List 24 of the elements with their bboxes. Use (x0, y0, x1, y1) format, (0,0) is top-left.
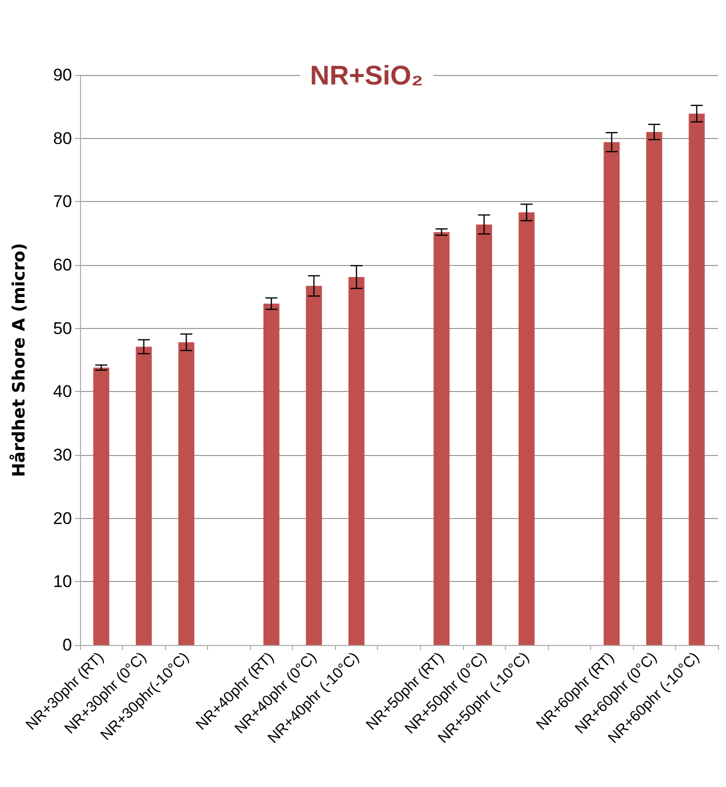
y-tick-label: 80 (53, 128, 72, 148)
bar (688, 114, 705, 645)
bar (263, 304, 280, 645)
y-tick-label: 30 (53, 446, 72, 464)
bar (604, 142, 620, 645)
y-axis-title: Hårdhet Shore A (micro) (8, 242, 30, 478)
y-tick-label: 90 (53, 66, 72, 84)
y-tick-label: 20 (53, 508, 72, 528)
bar (646, 132, 662, 645)
y-tick-label: 10 (53, 572, 72, 592)
y-tick-label: 40 (53, 382, 72, 402)
y-tick-label: 50 (53, 318, 72, 338)
y-tick-label: 70 (53, 192, 72, 212)
bar (518, 212, 535, 645)
bar (93, 368, 110, 645)
chart-title: NR+SiO₂ (310, 60, 424, 90)
bar (178, 342, 194, 645)
bar (348, 277, 364, 645)
bar (306, 286, 322, 645)
y-tick-label: 60 (53, 256, 72, 274)
bar (476, 224, 492, 645)
y-tick-label: 0 (62, 636, 72, 654)
bar (136, 346, 152, 645)
bar (434, 232, 450, 645)
